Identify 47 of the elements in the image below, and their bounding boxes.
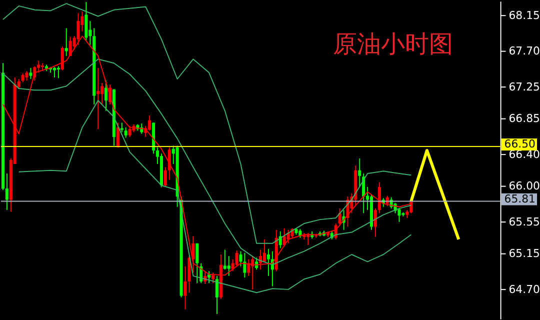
candlestick — [29, 67, 32, 80]
candlestick — [227, 256, 230, 276]
ref-line-label: 66.50 — [504, 137, 536, 150]
candlestick — [263, 238, 266, 262]
candlestick — [25, 70, 28, 82]
candlestick — [168, 146, 171, 180]
y-tick-label: 68.15 — [508, 8, 540, 22]
candlestick — [60, 46, 64, 71]
candlestick — [215, 275, 218, 315]
candlestick — [374, 208, 377, 238]
candlestick — [239, 250, 242, 267]
candlestick — [192, 236, 195, 274]
candlestick — [100, 82, 104, 105]
candlestick — [120, 122, 124, 133]
candlestick — [235, 250, 238, 266]
candlestick — [243, 252, 246, 278]
candlestick — [278, 230, 282, 249]
y-tick-label: 66.00 — [508, 180, 540, 193]
ref-line-label: 65.81 — [504, 192, 536, 206]
candlestick — [338, 208, 342, 226]
candlestick — [5, 173, 8, 211]
y-tick-label: 66.85 — [508, 112, 540, 126]
candlestick — [378, 182, 381, 214]
candlestick — [96, 67, 100, 130]
candlestick — [52, 66, 56, 78]
candlestick — [116, 122, 120, 148]
candlestick — [37, 60, 40, 74]
y-tick-label: 65.15 — [508, 247, 540, 260]
line-series — [18, 100, 412, 294]
text: 原油小时图 — [333, 30, 454, 58]
candlestick — [128, 125, 132, 138]
y-tick-label: 65.55 — [508, 215, 540, 228]
candlestick — [84, 1, 88, 42]
candlestick — [223, 249, 226, 270]
y-tick-label: 64.70 — [508, 282, 540, 296]
y-tick-label: 67.25 — [508, 80, 540, 94]
candlestick — [56, 66, 60, 79]
candlestick — [196, 242, 199, 284]
candlestick — [64, 28, 68, 56]
candlestick — [104, 80, 108, 112]
candlestick — [282, 228, 286, 248]
candlestick — [164, 166, 167, 188]
candlestick — [148, 115, 152, 132]
y-tick-label: 67.70 — [508, 44, 540, 58]
candlestick — [124, 126, 128, 138]
candlestick — [358, 158, 362, 188]
candlestick — [266, 248, 270, 276]
